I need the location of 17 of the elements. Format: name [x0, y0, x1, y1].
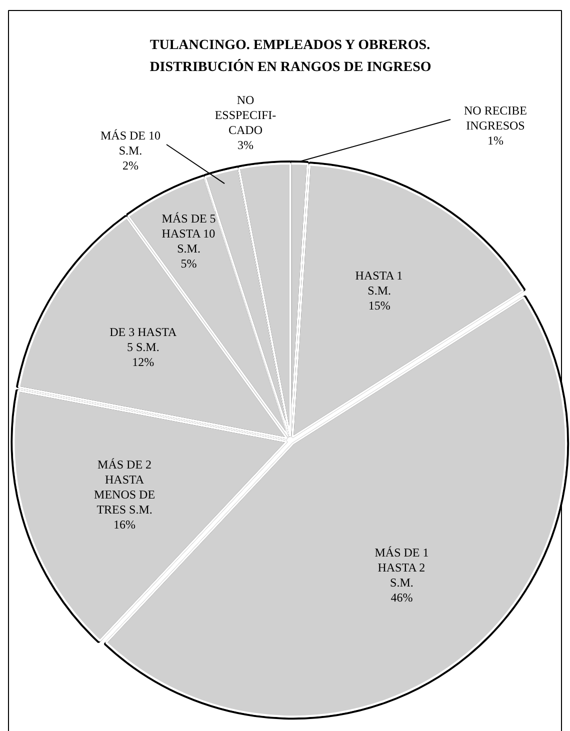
slice-label: MÁS DE 10 S.M. — [100, 128, 161, 158]
data-label: 5% — [180, 256, 197, 270]
slice-label: NO RECIBE INGRESOS — [464, 104, 527, 132]
chart-title: TULANCINGO. EMPLEADOS Y OBREROS. DISTRIBUCIÓN EN RANGOS DE INGRESO — [150, 38, 432, 75]
slice-label: HASTA 1 S.M. — [355, 268, 403, 298]
slice-label: MÁS DE 5 HASTA 10 S.M. — [162, 211, 216, 256]
data-label: 1% — [488, 134, 504, 148]
data-label: 15% — [368, 298, 390, 312]
data-label: 46% — [390, 590, 413, 604]
data-label: 12% — [132, 355, 154, 369]
data-label: 2% — [122, 158, 138, 172]
data-label: 3% — [238, 138, 254, 152]
slice-label: MÁS DE 2 HASTA MENOS DE TRES S.M. — [94, 457, 156, 516]
data-label: 16% — [114, 517, 136, 532]
slice-label: MÁS DE 1 HASTA 2 S.M. — [374, 545, 429, 590]
slice-label: DE 3 HASTA 5 S.M. — [110, 325, 178, 354]
slice-label: NO ESSPECIFI-CADO — [214, 93, 276, 137]
